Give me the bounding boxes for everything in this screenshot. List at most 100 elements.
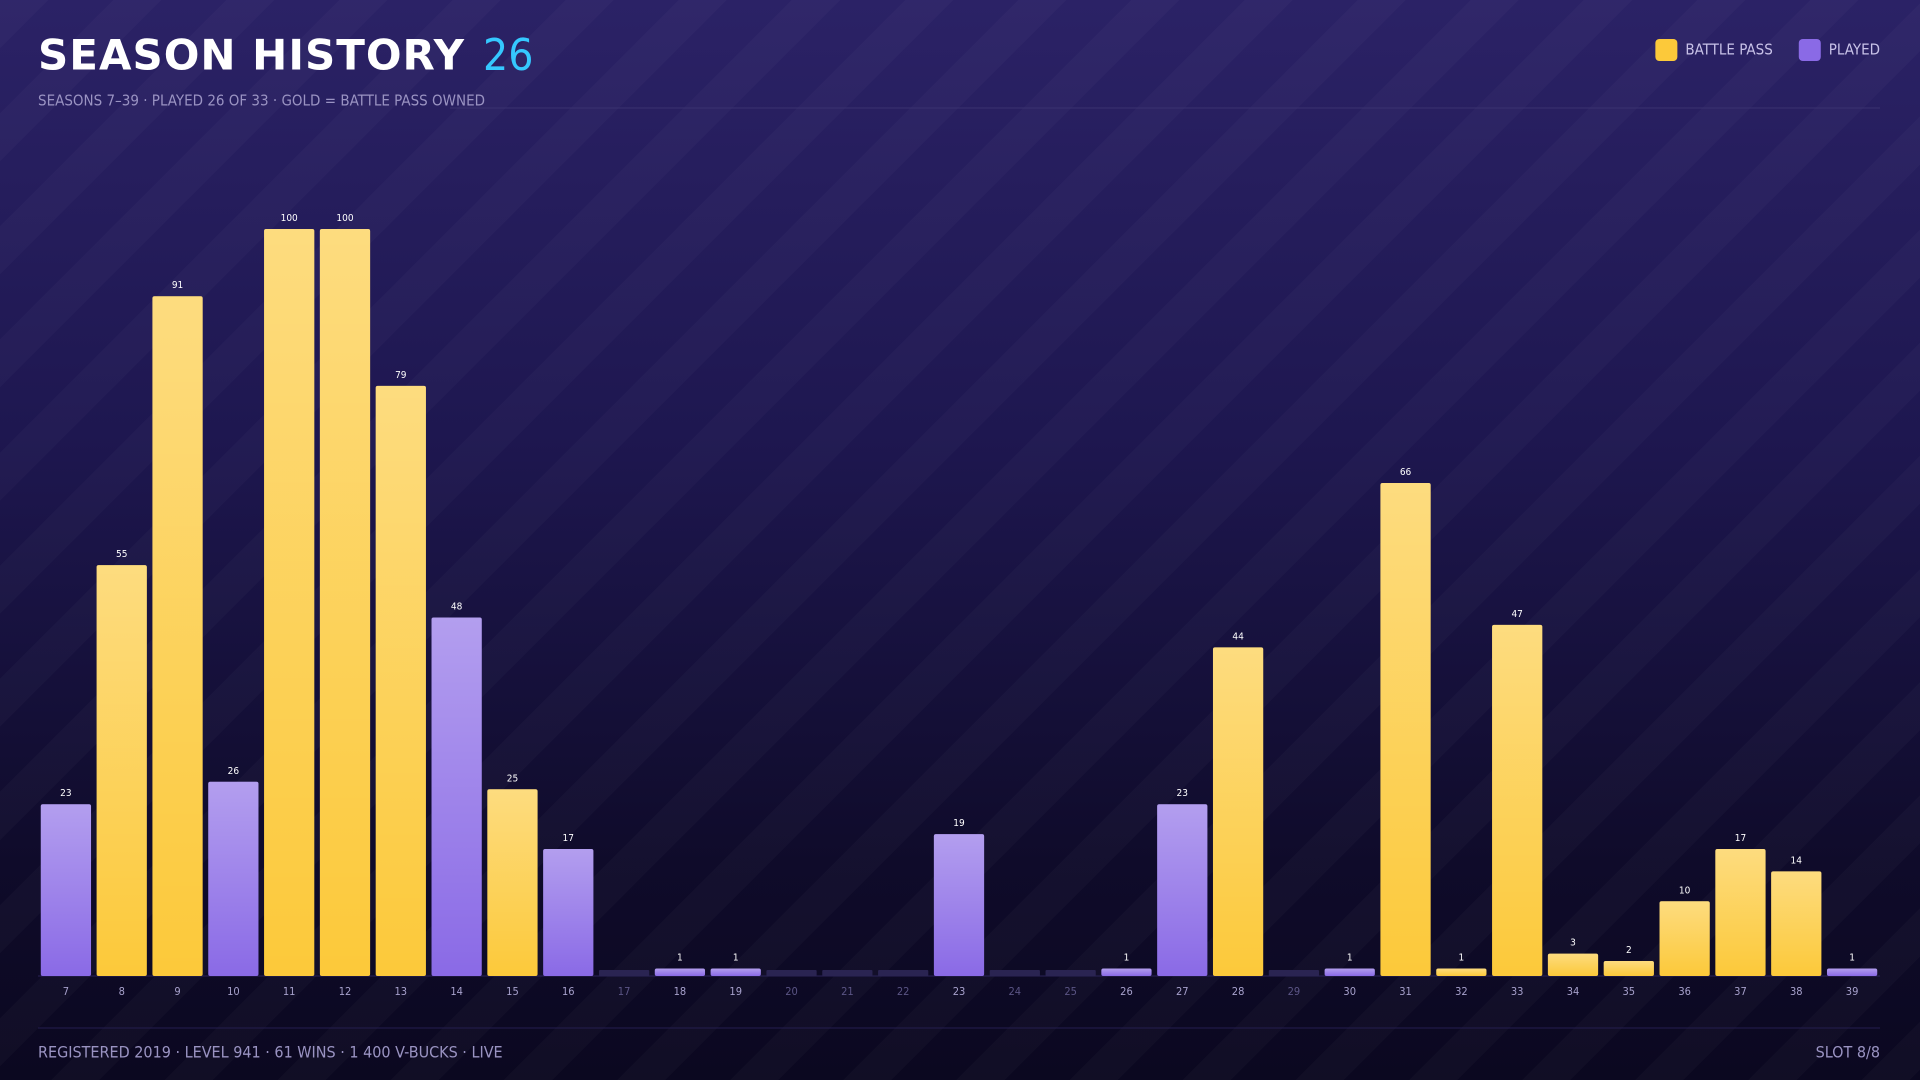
- value-label: 26: [228, 766, 240, 777]
- x-tick-label: 22: [897, 985, 910, 998]
- value-label: 17: [563, 833, 574, 844]
- x-tick-label: 17: [618, 985, 631, 998]
- value-label: 2: [1626, 945, 1632, 956]
- bar-shine: [1212, 647, 1264, 976]
- x-tick-label: 16: [562, 985, 575, 998]
- bar-shine: [487, 789, 538, 976]
- value-label: 100: [336, 213, 353, 224]
- value-label: 3: [1570, 938, 1576, 949]
- bar-shine: [264, 229, 315, 976]
- value-label: 1: [733, 953, 739, 964]
- value-label: 1: [1124, 953, 1130, 964]
- empty-slot: [766, 970, 817, 976]
- bar-shine: [431, 617, 482, 976]
- legend-label: PLAYED: [1829, 41, 1880, 59]
- x-tick-label: 8: [119, 985, 125, 998]
- value-label: 25: [507, 773, 518, 784]
- bar-shine: [1603, 961, 1654, 976]
- empty-slot: [822, 970, 873, 976]
- bar-shine: [543, 849, 594, 976]
- bar-shine: [1324, 968, 1375, 976]
- value-label: 66: [1400, 467, 1412, 478]
- x-tick-label: 32: [1455, 985, 1468, 998]
- chart-title: SEASON HISTORY: [38, 31, 465, 80]
- value-label: 91: [172, 280, 183, 291]
- value-label: 23: [1177, 788, 1188, 799]
- bar-shine: [375, 385, 426, 976]
- value-label: 1: [1849, 953, 1855, 964]
- bar-shine: [1826, 968, 1878, 976]
- x-tick-label: 38: [1790, 985, 1803, 998]
- empty-slot: [598, 970, 650, 976]
- bar-shine: [654, 968, 706, 976]
- x-tick-label: 26: [1120, 985, 1133, 998]
- bar-shine: [1436, 968, 1487, 976]
- x-tick-label: 19: [729, 985, 742, 998]
- value-label: 1: [677, 953, 683, 964]
- x-tick-label: 39: [1846, 985, 1859, 998]
- x-tick-label: 34: [1567, 985, 1580, 998]
- footer-stats: REGISTERED 2019 · LEVEL 941 · 61 WINS · …: [38, 1043, 503, 1062]
- empty-slot: [878, 970, 929, 976]
- bar-shine: [40, 804, 92, 976]
- x-tick-label: 20: [785, 985, 798, 998]
- legend-label: BATTLE PASS: [1685, 41, 1772, 59]
- footer-slot: SLOT 8/8: [1816, 1043, 1880, 1062]
- value-label: 48: [451, 601, 463, 612]
- x-tick-label: 13: [395, 985, 408, 998]
- value-label: 17: [1735, 833, 1746, 844]
- x-tick-label: 30: [1343, 985, 1356, 998]
- bar-shine: [1157, 804, 1208, 976]
- bar-shine: [1101, 968, 1152, 976]
- value-label: 10: [1679, 885, 1691, 896]
- value-label: 79: [395, 370, 407, 381]
- value-label: 100: [281, 213, 298, 224]
- legend-swatch: [1655, 39, 1678, 61]
- value-label: 47: [1511, 609, 1522, 620]
- bar-shine: [208, 781, 259, 976]
- x-tick-label: 28: [1232, 985, 1245, 998]
- bar-shine: [1547, 953, 1599, 976]
- x-tick-label: 12: [339, 985, 352, 998]
- bar-shine: [319, 229, 371, 976]
- value-label: 14: [1791, 855, 1803, 866]
- x-tick-label: 24: [1009, 985, 1022, 998]
- x-tick-label: 18: [674, 985, 687, 998]
- empty-slot: [1045, 970, 1096, 976]
- chart-subtitle: SEASONS 7–39 · PLAYED 26 OF 33 · GOLD = …: [38, 92, 485, 110]
- x-tick-label: 36: [1678, 985, 1691, 998]
- bar-shine: [710, 968, 761, 976]
- bar-shine: [1492, 624, 1543, 976]
- x-tick-label: 10: [227, 985, 240, 998]
- value-label: 44: [1232, 631, 1244, 642]
- x-tick-label: 21: [841, 985, 854, 998]
- value-label: 23: [60, 788, 71, 799]
- x-tick-label: 11: [283, 985, 296, 998]
- bar-shine: [1771, 871, 1822, 976]
- legend-swatch: [1798, 39, 1821, 61]
- x-tick-label: 25: [1064, 985, 1077, 998]
- x-tick-label: 33: [1511, 985, 1524, 998]
- value-label: 1: [1347, 953, 1353, 964]
- bar-shine: [152, 296, 203, 977]
- value-label: 19: [953, 818, 965, 829]
- value-label: 1: [1458, 953, 1464, 964]
- value-label: 55: [116, 549, 127, 560]
- bar-shine: [1380, 482, 1431, 976]
- title-count: 26: [483, 30, 533, 81]
- x-tick-label: 23: [953, 985, 966, 998]
- x-tick-label: 37: [1734, 985, 1747, 998]
- bar-shine: [933, 834, 985, 976]
- x-tick-label: 14: [450, 985, 463, 998]
- x-tick-label: 27: [1176, 985, 1189, 998]
- x-tick-label: 15: [506, 985, 519, 998]
- bar-shine: [1715, 849, 1766, 976]
- bar-shine: [96, 565, 147, 976]
- bar-shine: [1659, 901, 1710, 976]
- x-tick-label: 31: [1399, 985, 1412, 998]
- x-tick-label: 35: [1623, 985, 1636, 998]
- x-tick-label: 9: [174, 985, 180, 998]
- empty-slot: [1268, 970, 1320, 976]
- x-tick-label: 7: [63, 985, 69, 998]
